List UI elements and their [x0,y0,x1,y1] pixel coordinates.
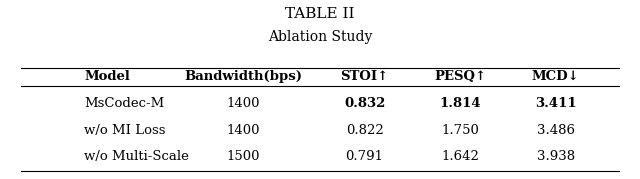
Text: MCD↓: MCD↓ [532,70,580,83]
Text: 1500: 1500 [227,150,260,163]
Text: 1400: 1400 [227,97,260,110]
Text: STOI↑: STOI↑ [340,70,388,83]
Text: 0.822: 0.822 [346,124,383,137]
Text: 1400: 1400 [227,124,260,137]
Text: PESQ↑: PESQ↑ [434,70,486,83]
Text: Ablation Study: Ablation Study [268,30,372,43]
Text: 0.791: 0.791 [346,150,383,163]
Text: 1.750: 1.750 [441,124,479,137]
Text: 3.411: 3.411 [535,97,577,110]
Text: TABLE II: TABLE II [285,7,355,21]
Text: 1.814: 1.814 [440,97,481,110]
Text: 0.832: 0.832 [344,97,385,110]
Text: w/o Multi-Scale: w/o Multi-Scale [84,150,189,163]
Text: 3.938: 3.938 [537,150,575,163]
Text: MsCodec-M: MsCodec-M [84,97,164,110]
Text: Model: Model [84,70,130,83]
Text: 3.486: 3.486 [537,124,575,137]
Text: 1.642: 1.642 [441,150,479,163]
Text: Bandwidth(bps): Bandwidth(bps) [184,70,303,83]
Text: w/o MI Loss: w/o MI Loss [84,124,166,137]
